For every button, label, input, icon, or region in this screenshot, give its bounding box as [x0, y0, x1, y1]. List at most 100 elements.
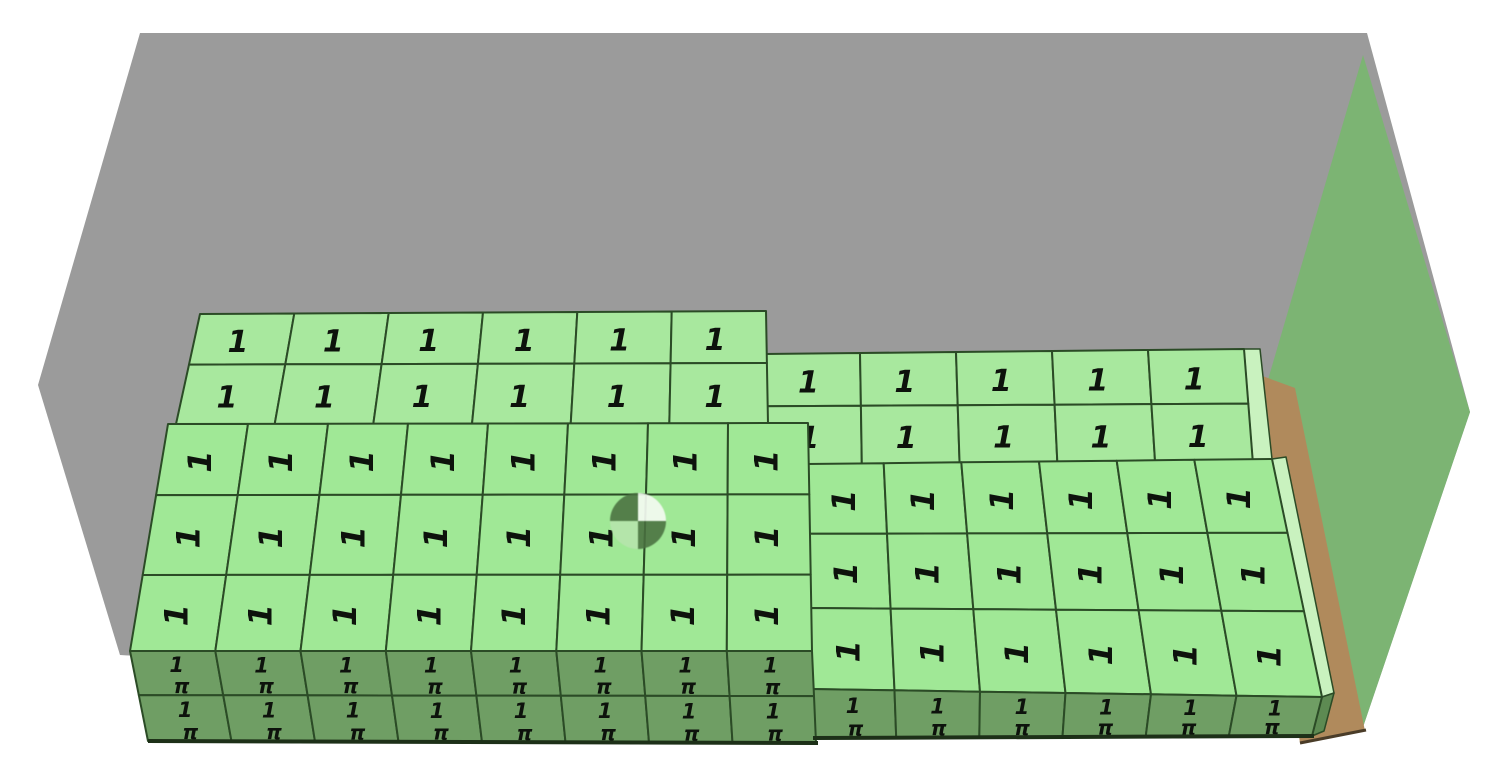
block-label: 1 [1015, 695, 1030, 719]
block-label: 1 [514, 699, 529, 723]
block-label: 1 [598, 699, 613, 723]
block-label: 1 [169, 526, 207, 548]
block-label: π [1014, 716, 1030, 740]
block-label: 1 [252, 526, 290, 548]
block-label: 1 [181, 450, 219, 472]
block-label: 1 [1183, 696, 1198, 720]
block-label: 1 [424, 450, 462, 472]
block-label: 1 [748, 526, 786, 548]
block-label: 1 [1250, 645, 1288, 667]
block-label: π [680, 675, 696, 699]
block-label: 1 [254, 653, 269, 677]
block-label: 1 [586, 450, 624, 472]
block-label: π [349, 720, 365, 744]
block-label: 1 [262, 450, 300, 472]
block-label: 1 [1184, 363, 1205, 398]
block-label: 1 [178, 698, 193, 722]
block-label: π [433, 721, 449, 745]
block-label: 1 [169, 653, 184, 677]
block-label: 1 [983, 489, 1021, 511]
block-label: 1 [505, 450, 543, 472]
block-label: 1 [514, 324, 535, 359]
block-label: π [1181, 715, 1197, 739]
block-label: 1 [326, 604, 364, 626]
block-label: 1 [242, 604, 280, 626]
block-label: 1 [1153, 563, 1191, 585]
block-label: π [931, 716, 947, 740]
block-label: 1 [417, 526, 455, 548]
block-label: 1 [593, 654, 608, 678]
block-label: 1 [500, 526, 538, 548]
block-label: π [427, 674, 443, 698]
block-label: 1 [766, 700, 781, 724]
block-label: π [596, 675, 612, 699]
block-label: π [600, 721, 616, 745]
block-label: 1 [704, 380, 725, 415]
block-label: 1 [990, 562, 1028, 584]
floor-edge [1299, 728, 1367, 745]
block-label: 1 [1099, 695, 1114, 719]
block-label: 1 [509, 380, 530, 415]
block-label: 1 [1220, 487, 1258, 509]
block-label: 1 [830, 640, 868, 662]
block-label: 1 [1166, 644, 1204, 666]
block-label: π [767, 722, 783, 746]
block-label: π [511, 674, 527, 698]
block-label: 1 [1090, 420, 1111, 455]
block-label: 1 [705, 323, 726, 358]
block-label: 1 [846, 694, 861, 718]
block-label: π [182, 720, 198, 744]
block-label: 1 [991, 364, 1012, 399]
block-label: 1 [914, 641, 952, 663]
block-label: π [684, 721, 700, 745]
block-label: 1 [412, 380, 433, 415]
block-label: 1 [430, 699, 445, 723]
block-label: 1 [666, 450, 704, 472]
block-label: 1 [509, 653, 524, 677]
block-label: 1 [418, 324, 439, 359]
block-label: 1 [583, 526, 621, 548]
block-label: π [343, 674, 359, 698]
block-label: 1 [998, 642, 1036, 664]
block-label: π [1097, 716, 1113, 740]
block-label: 1 [827, 562, 865, 584]
block-label: 1 [665, 526, 703, 548]
block-label: π [258, 674, 274, 698]
block-label: 1 [495, 604, 533, 626]
block-label: π [517, 721, 533, 745]
block-label: π [266, 720, 282, 744]
block-label: 1 [1235, 563, 1273, 585]
block-label: 1 [993, 421, 1014, 456]
block-label: 1 [798, 366, 819, 401]
block-label: 1 [896, 421, 917, 456]
block-label: 1 [343, 450, 381, 472]
block-label: 1 [682, 699, 697, 723]
block-label: 1 [607, 380, 628, 415]
block-label: 1 [678, 654, 693, 678]
block-label: 1 [763, 654, 778, 678]
block-label: 1 [825, 490, 863, 512]
block-label: 1 [335, 526, 373, 548]
block-label: 1 [609, 323, 630, 358]
block-label: 1 [157, 604, 195, 626]
block-label: 1 [323, 325, 344, 360]
block-label: π [1264, 715, 1280, 739]
block-label: 1 [339, 653, 354, 677]
block-label: 1 [894, 365, 915, 400]
block-label: 1 [1087, 363, 1108, 398]
crosshair-reticle [610, 493, 666, 549]
block-label: π [847, 716, 863, 740]
block-label: 1 [904, 489, 942, 511]
block-label: π [765, 675, 781, 699]
block-label: 1 [1188, 420, 1209, 455]
block-label: 1 [216, 380, 237, 415]
block-label: 1 [1268, 697, 1283, 721]
block-label: 1 [1141, 488, 1179, 510]
block-label: 1 [1082, 643, 1120, 665]
block-label: 1 [747, 450, 785, 472]
block-label: 1 [748, 604, 786, 626]
block-label: 1 [930, 694, 945, 718]
block-label: 1 [262, 698, 277, 722]
